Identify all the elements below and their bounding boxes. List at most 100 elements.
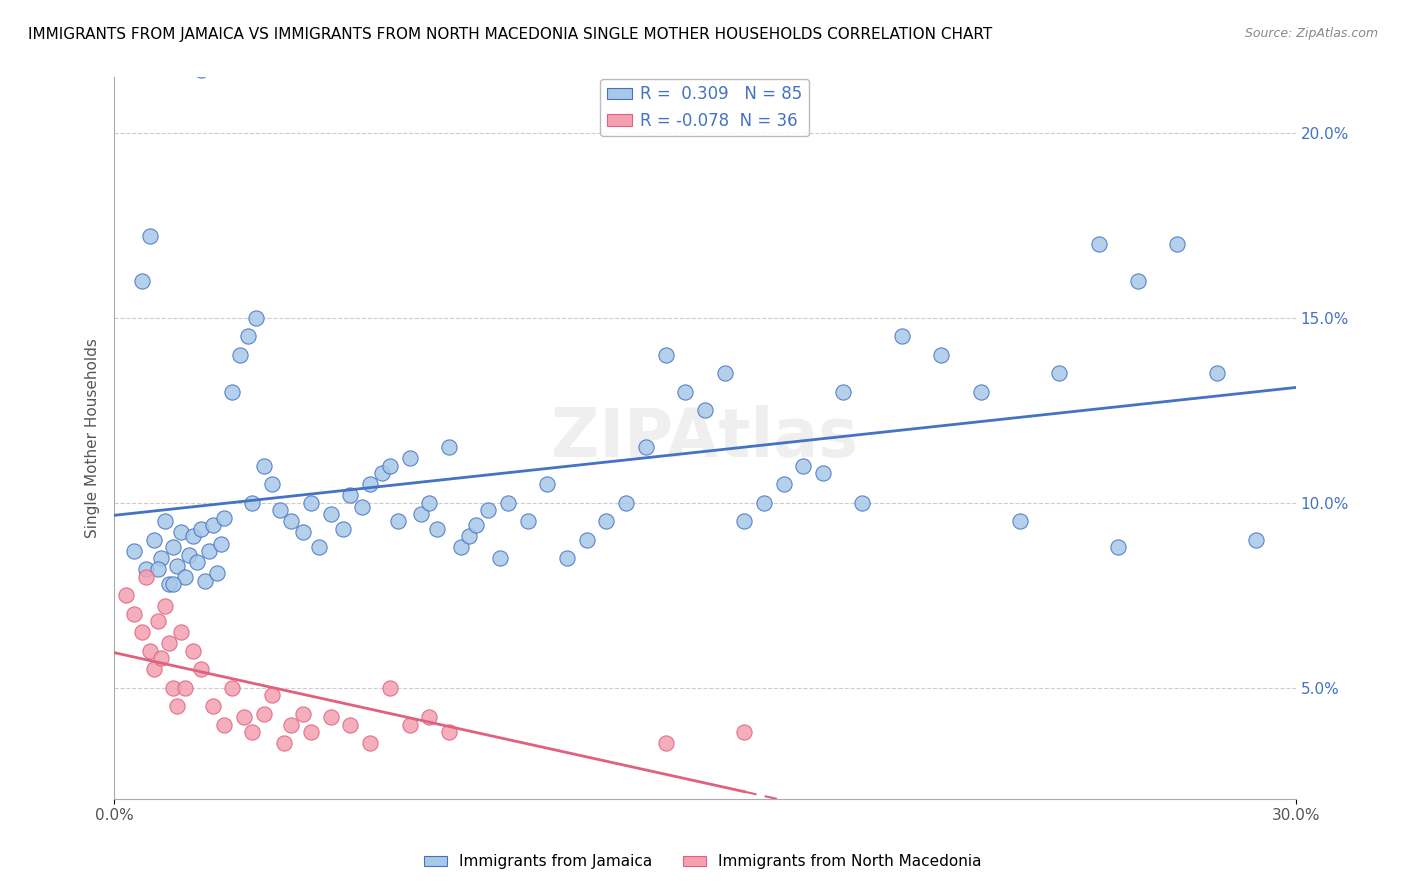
Immigrants from Jamaica xyxy=(426,522,449,536)
Immigrants from Jamaica xyxy=(253,458,276,473)
Immigrants from Jamaica xyxy=(371,467,394,481)
Immigrants from Jamaica xyxy=(177,548,200,562)
Immigrants from Jamaica xyxy=(1008,514,1031,528)
Immigrants from Jamaica xyxy=(150,551,173,566)
Immigrants from Jamaica xyxy=(190,63,212,78)
Immigrants from Jamaica xyxy=(131,274,153,288)
Immigrants from Jamaica xyxy=(170,525,193,540)
Immigrants from North Macedonia xyxy=(170,625,193,640)
Immigrants from North Macedonia xyxy=(359,736,381,750)
Immigrants from Jamaica xyxy=(299,496,322,510)
Immigrants from Jamaica xyxy=(319,507,342,521)
Immigrants from Jamaica xyxy=(245,310,267,325)
Immigrants from Jamaica xyxy=(693,403,716,417)
Immigrants from Jamaica xyxy=(457,529,479,543)
Immigrants from North Macedonia xyxy=(142,662,165,676)
Immigrants from Jamaica xyxy=(614,496,637,510)
Immigrants from Jamaica xyxy=(398,451,420,466)
Immigrants from Jamaica xyxy=(138,229,160,244)
Immigrants from Jamaica xyxy=(197,544,219,558)
Immigrants from North Macedonia xyxy=(162,681,184,695)
Immigrants from North Macedonia xyxy=(146,614,169,628)
Immigrants from Jamaica xyxy=(477,503,499,517)
Immigrants from Jamaica xyxy=(214,510,236,524)
Immigrants from North Macedonia xyxy=(437,725,460,739)
Immigrants from North Macedonia xyxy=(138,644,160,658)
Immigrants from Jamaica xyxy=(969,384,991,399)
Immigrants from Jamaica xyxy=(240,496,263,510)
Immigrants from North Macedonia xyxy=(214,718,236,732)
Immigrants from North Macedonia xyxy=(131,625,153,640)
Immigrants from North Macedonia xyxy=(115,588,138,602)
Text: IMMIGRANTS FROM JAMAICA VS IMMIGRANTS FROM NORTH MACEDONIA SINGLE MOTHER HOUSEHO: IMMIGRANTS FROM JAMAICA VS IMMIGRANTS FR… xyxy=(28,27,993,42)
Legend: Immigrants from Jamaica, Immigrants from North Macedonia: Immigrants from Jamaica, Immigrants from… xyxy=(418,848,988,875)
Immigrants from Jamaica xyxy=(450,540,472,554)
Immigrants from Jamaica xyxy=(221,384,243,399)
Immigrants from Jamaica xyxy=(194,574,217,588)
Immigrants from Jamaica xyxy=(890,329,912,343)
Immigrants from Jamaica xyxy=(155,514,177,528)
Immigrants from Jamaica xyxy=(292,525,315,540)
Immigrants from North Macedonia xyxy=(253,706,276,721)
Immigrants from Jamaica xyxy=(162,577,184,591)
Immigrants from Jamaica xyxy=(733,514,755,528)
Immigrants from Jamaica xyxy=(1244,533,1267,547)
Immigrants from North Macedonia xyxy=(157,636,180,650)
Immigrants from North Macedonia xyxy=(733,725,755,739)
Immigrants from Jamaica xyxy=(851,496,873,510)
Immigrants from Jamaica xyxy=(280,514,302,528)
Immigrants from Jamaica xyxy=(555,551,578,566)
Immigrants from Jamaica xyxy=(1107,540,1129,554)
Immigrants from North Macedonia xyxy=(240,725,263,739)
Immigrants from Jamaica xyxy=(634,441,657,455)
Immigrants from North Macedonia xyxy=(233,710,256,724)
Immigrants from Jamaica xyxy=(1047,367,1070,381)
Legend: R =  0.309   N = 85, R = -0.078  N = 36: R = 0.309 N = 85, R = -0.078 N = 36 xyxy=(600,78,810,136)
Immigrants from Jamaica xyxy=(496,496,519,510)
Immigrants from North Macedonia xyxy=(201,699,224,714)
Immigrants from North Macedonia xyxy=(418,710,440,724)
Immigrants from North Macedonia xyxy=(378,681,401,695)
Immigrants from Jamaica xyxy=(166,558,188,573)
Immigrants from Jamaica xyxy=(201,518,224,533)
Immigrants from Jamaica xyxy=(209,536,232,550)
Immigrants from Jamaica xyxy=(142,533,165,547)
Immigrants from Jamaica xyxy=(174,570,197,584)
Immigrants from Jamaica xyxy=(489,551,512,566)
Immigrants from North Macedonia xyxy=(260,688,283,702)
Immigrants from North Macedonia xyxy=(221,681,243,695)
Immigrants from Jamaica xyxy=(260,477,283,491)
Immigrants from Jamaica xyxy=(1087,236,1109,251)
Immigrants from Jamaica xyxy=(308,540,330,554)
Immigrants from Jamaica xyxy=(575,533,598,547)
Immigrants from North Macedonia xyxy=(166,699,188,714)
Immigrants from Jamaica xyxy=(181,529,204,543)
Immigrants from Jamaica xyxy=(595,514,617,528)
Text: ZIPAtlas: ZIPAtlas xyxy=(551,405,858,471)
Immigrants from North Macedonia xyxy=(398,718,420,732)
Immigrants from Jamaica xyxy=(831,384,853,399)
Immigrants from North Macedonia xyxy=(181,644,204,658)
Immigrants from North Macedonia xyxy=(190,662,212,676)
Immigrants from North Macedonia xyxy=(654,736,676,750)
Immigrants from Jamaica xyxy=(387,514,409,528)
Immigrants from Jamaica xyxy=(135,562,157,576)
Immigrants from Jamaica xyxy=(929,348,952,362)
Immigrants from Jamaica xyxy=(186,555,208,569)
Immigrants from Jamaica xyxy=(1166,236,1188,251)
Immigrants from Jamaica xyxy=(339,488,361,502)
Immigrants from North Macedonia xyxy=(319,710,342,724)
Immigrants from Jamaica xyxy=(516,514,538,528)
Immigrants from Jamaica xyxy=(673,384,696,399)
Immigrants from Jamaica xyxy=(332,522,354,536)
Immigrants from North Macedonia xyxy=(174,681,197,695)
Y-axis label: Single Mother Households: Single Mother Households xyxy=(86,338,100,538)
Immigrants from Jamaica xyxy=(772,477,794,491)
Immigrants from North Macedonia xyxy=(135,570,157,584)
Immigrants from Jamaica xyxy=(146,562,169,576)
Immigrants from Jamaica xyxy=(792,458,814,473)
Immigrants from Jamaica xyxy=(378,458,401,473)
Immigrants from North Macedonia xyxy=(292,706,315,721)
Immigrants from North Macedonia xyxy=(273,736,295,750)
Immigrants from Jamaica xyxy=(411,507,433,521)
